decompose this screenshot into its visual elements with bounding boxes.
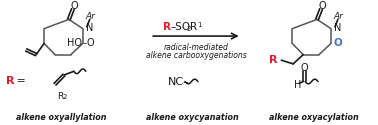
Text: H: H — [293, 80, 301, 90]
Text: R: R — [57, 92, 63, 101]
Text: O: O — [70, 1, 77, 11]
Text: alkene oxyallylation: alkene oxyallylation — [16, 113, 106, 122]
Text: 1: 1 — [197, 22, 201, 28]
Text: O: O — [87, 38, 94, 48]
Text: N: N — [334, 23, 341, 33]
Text: alkene carbooxygenations: alkene carbooxygenations — [146, 51, 246, 60]
Text: N: N — [86, 23, 93, 33]
Text: R: R — [190, 22, 197, 32]
Text: radical-mediated: radical-mediated — [164, 44, 228, 52]
Text: –SO: –SO — [170, 22, 190, 32]
Text: O: O — [301, 63, 308, 73]
Text: R: R — [6, 76, 15, 86]
Text: R: R — [163, 22, 171, 32]
Text: Ar: Ar — [86, 12, 96, 21]
Text: O: O — [334, 38, 343, 48]
Text: HO: HO — [67, 38, 82, 48]
Text: =: = — [13, 76, 26, 86]
Text: R: R — [269, 55, 277, 65]
Text: alkene oxyacylation: alkene oxyacylation — [269, 113, 359, 122]
Text: Ar: Ar — [334, 12, 344, 21]
Text: 2: 2 — [186, 26, 191, 32]
Text: 2: 2 — [63, 94, 67, 100]
Text: NC–: NC– — [168, 76, 190, 86]
Text: O: O — [318, 1, 326, 11]
Text: alkene oxycyanation: alkene oxycyanation — [146, 113, 239, 122]
